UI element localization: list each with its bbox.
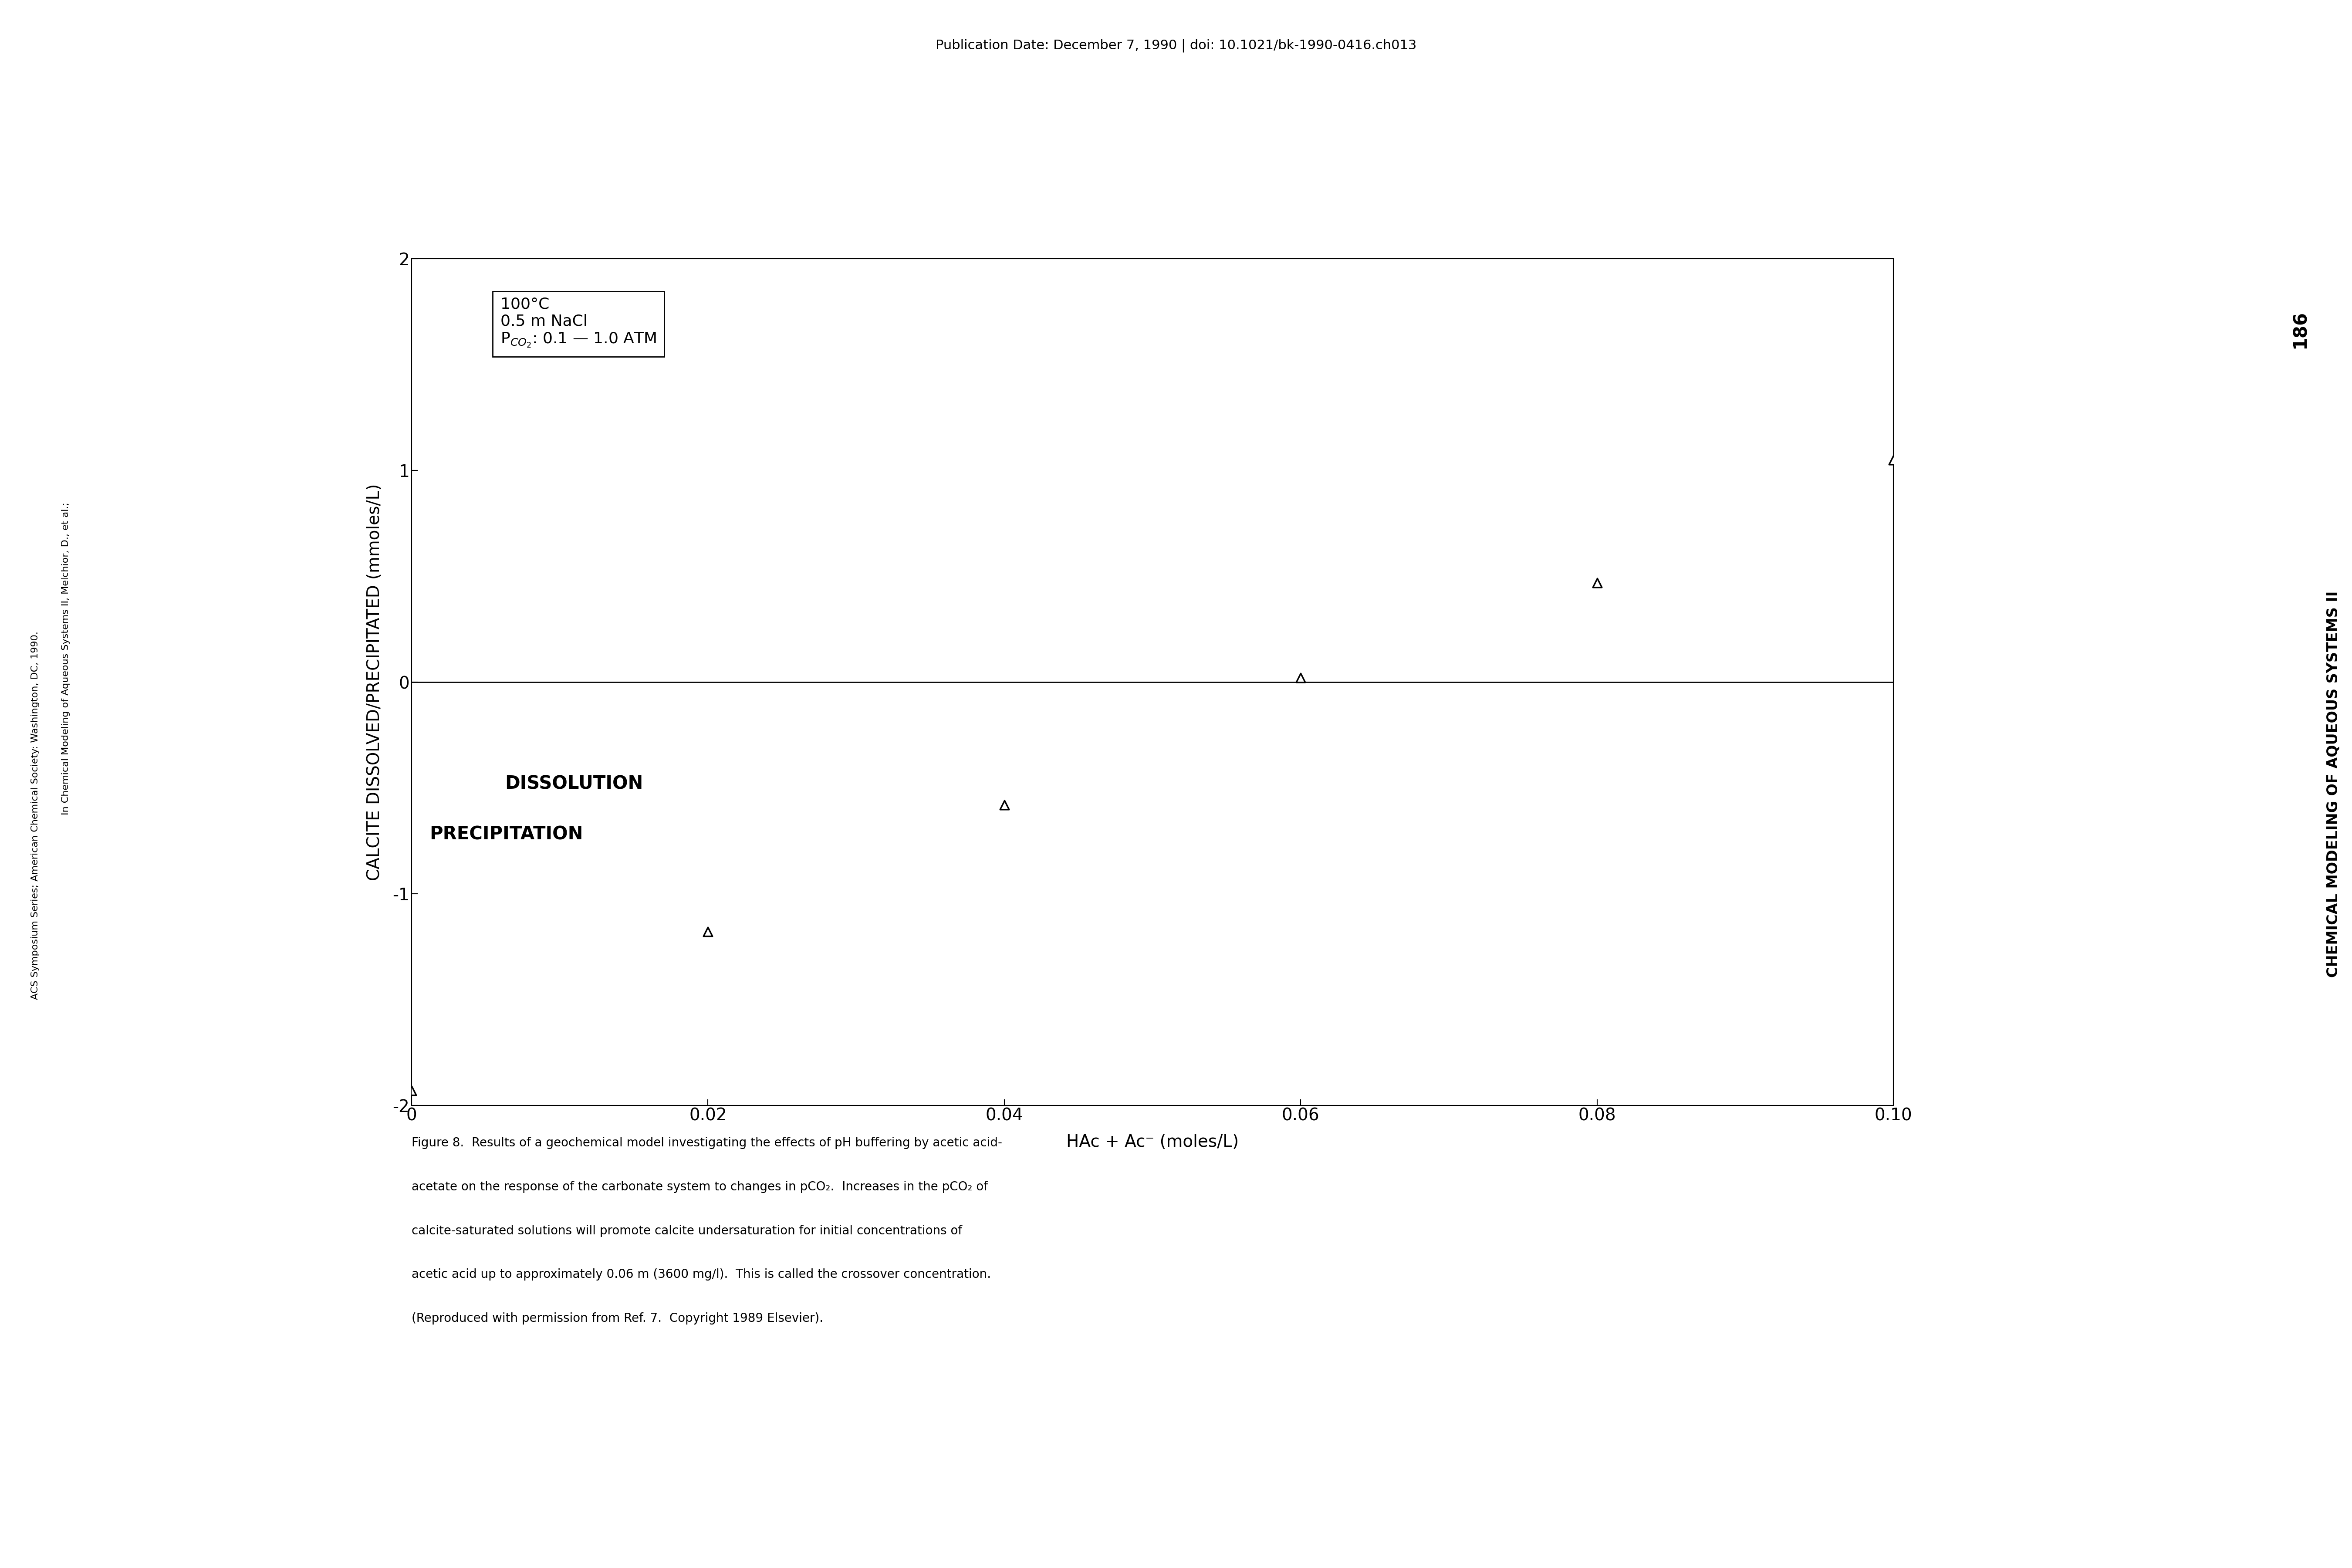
Text: (Reproduced with permission from Ref. 7.  Copyright 1989 Elsevier).: (Reproduced with permission from Ref. 7.… xyxy=(412,1312,823,1325)
Text: 186: 186 xyxy=(2291,310,2310,348)
Text: In Chemical Modeling of Aqueous Systems II, Melchior, D., et al.;: In Chemical Modeling of Aqueous Systems … xyxy=(61,502,71,815)
Text: Figure 8.  Results of a geochemical model investigating the effects of pH buffer: Figure 8. Results of a geochemical model… xyxy=(412,1137,1002,1149)
Text: ACS Symposium Series; American Chemical Society: Washington, DC, 1990.: ACS Symposium Series; American Chemical … xyxy=(31,632,40,999)
Point xyxy=(1875,447,1912,472)
Point xyxy=(1578,571,1616,596)
Point xyxy=(689,919,727,944)
Text: CHEMICAL MODELING OF AQUEOUS SYSTEMS II: CHEMICAL MODELING OF AQUEOUS SYSTEMS II xyxy=(2326,591,2340,977)
Point xyxy=(393,1079,430,1104)
Text: acetic acid up to approximately 0.06 m (3600 mg/l).  This is called the crossove: acetic acid up to approximately 0.06 m (… xyxy=(412,1269,990,1281)
Point xyxy=(985,792,1023,817)
Text: PRECIPITATION: PRECIPITATION xyxy=(430,825,583,844)
X-axis label: HAc + Ac⁻ (moles/L): HAc + Ac⁻ (moles/L) xyxy=(1065,1134,1240,1151)
Text: DISSOLUTION: DISSOLUTION xyxy=(506,775,642,793)
Y-axis label: CALCITE DISSOLVED/PRECIPITATED (mmoles/L): CALCITE DISSOLVED/PRECIPITATED (mmoles/L… xyxy=(367,483,383,881)
Point xyxy=(1282,665,1319,690)
Text: 100°C
0.5 m NaCl
P$_{CO_2}$: 0.1 — 1.0 ATM: 100°C 0.5 m NaCl P$_{CO_2}$: 0.1 — 1.0 A… xyxy=(501,296,656,348)
Text: calcite-saturated solutions will promote calcite undersaturation for initial con: calcite-saturated solutions will promote… xyxy=(412,1225,962,1237)
Text: acetate on the response of the carbonate system to changes in pCO₂.  Increases i: acetate on the response of the carbonate… xyxy=(412,1181,988,1193)
Text: Publication Date: December 7, 1990 | doi: 10.1021/bk-1990-0416.ch013: Publication Date: December 7, 1990 | doi… xyxy=(936,39,1416,52)
